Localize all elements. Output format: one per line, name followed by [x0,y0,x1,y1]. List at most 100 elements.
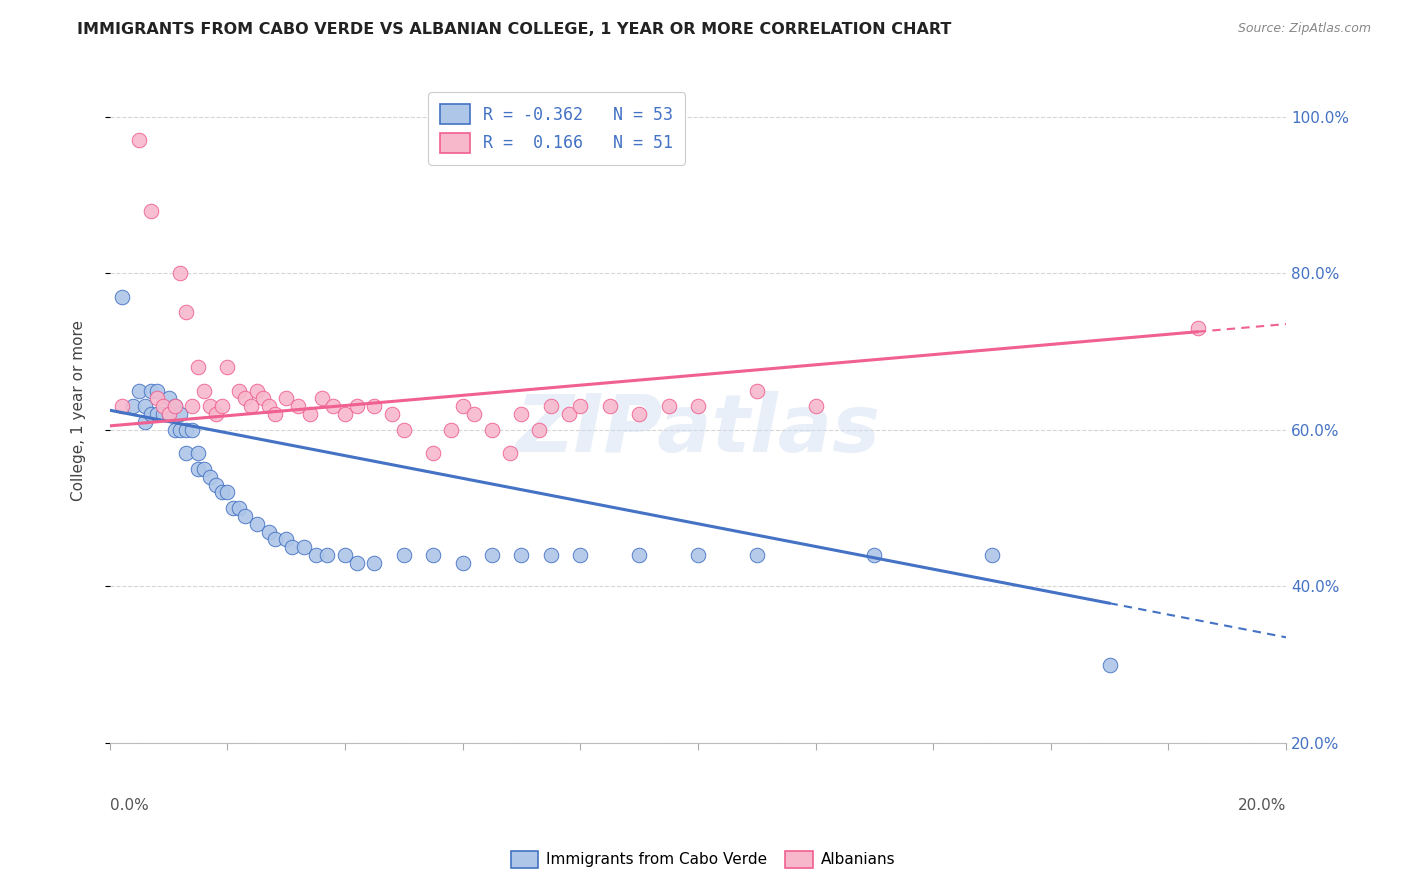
Point [333,407,356,421]
Point [463,407,485,421]
Point [228,501,250,516]
Point [287,399,309,413]
Legend: Immigrants from Cabo Verde, Albanians: Immigrants from Cabo Verde, Albanians [505,845,901,873]
Point [187,462,209,476]
Point [204,407,226,421]
Point [176,305,198,319]
Point [152,407,174,421]
Point [139,384,162,398]
Point [451,399,474,413]
Point [440,423,463,437]
Point [322,399,344,413]
Point [1098,657,1121,672]
Point [187,360,209,375]
Point [392,423,415,437]
Text: 0.0%: 0.0% [110,797,149,813]
Point [181,423,204,437]
Point [146,392,169,406]
Point [557,407,579,421]
Point [152,399,174,413]
Point [157,392,180,406]
Point [146,407,169,421]
Point [510,548,533,562]
Point [481,548,503,562]
Point [276,392,298,406]
Point [422,548,444,562]
Text: 20.0%: 20.0% [1237,797,1286,813]
Text: IMMIGRANTS FROM CABO VERDE VS ALBANIAN COLLEGE, 1 YEAR OR MORE CORRELATION CHART: IMMIGRANTS FROM CABO VERDE VS ALBANIAN C… [77,22,952,37]
Point [222,501,245,516]
Text: ZIPatlas: ZIPatlas [516,392,880,469]
Point [217,485,239,500]
Point [193,384,215,398]
Point [263,407,285,421]
Point [451,556,474,570]
Point [381,407,404,421]
Point [198,399,221,413]
Y-axis label: College, 1 year or more: College, 1 year or more [72,319,86,500]
Point [481,423,503,437]
Point [163,399,186,413]
Point [346,556,368,570]
Point [333,548,356,562]
Point [146,384,169,398]
Point [157,407,180,421]
Point [569,548,592,562]
Point [628,548,651,562]
Point [163,399,186,413]
Point [804,399,827,413]
Point [240,399,263,413]
Point [422,446,444,460]
Point [363,399,385,413]
Point [599,399,621,413]
Point [128,384,150,398]
Point [217,360,239,375]
Point [305,548,328,562]
Point [134,415,156,429]
Point [1187,321,1209,335]
Point [139,407,162,421]
Point [169,423,191,437]
Point [540,548,562,562]
Point [110,290,132,304]
Point [211,485,233,500]
Point [863,548,886,562]
Point [169,266,191,280]
Text: Source: ZipAtlas.com: Source: ZipAtlas.com [1237,22,1371,36]
Point [745,548,768,562]
Point [228,384,250,398]
Point [169,407,191,421]
Point [176,423,198,437]
Point [204,477,226,491]
Point [499,446,522,460]
Point [257,524,280,539]
Point [281,541,304,555]
Point [657,399,679,413]
Point [122,399,145,413]
Point [198,470,221,484]
Point [233,392,256,406]
Point [540,399,562,413]
Point [316,548,339,562]
Point [311,392,333,406]
Point [128,133,150,147]
Point [686,399,709,413]
Point [139,203,162,218]
Point [246,516,269,531]
Point [276,533,298,547]
Point [392,548,415,562]
Point [246,384,269,398]
Point [686,548,709,562]
Point [181,399,204,413]
Point [569,399,592,413]
Point [527,423,550,437]
Point [134,399,156,413]
Point [292,541,315,555]
Point [745,384,768,398]
Point [193,462,215,476]
Point [257,399,280,413]
Point [363,556,385,570]
Point [187,446,209,460]
Point [163,423,186,437]
Point [211,399,233,413]
